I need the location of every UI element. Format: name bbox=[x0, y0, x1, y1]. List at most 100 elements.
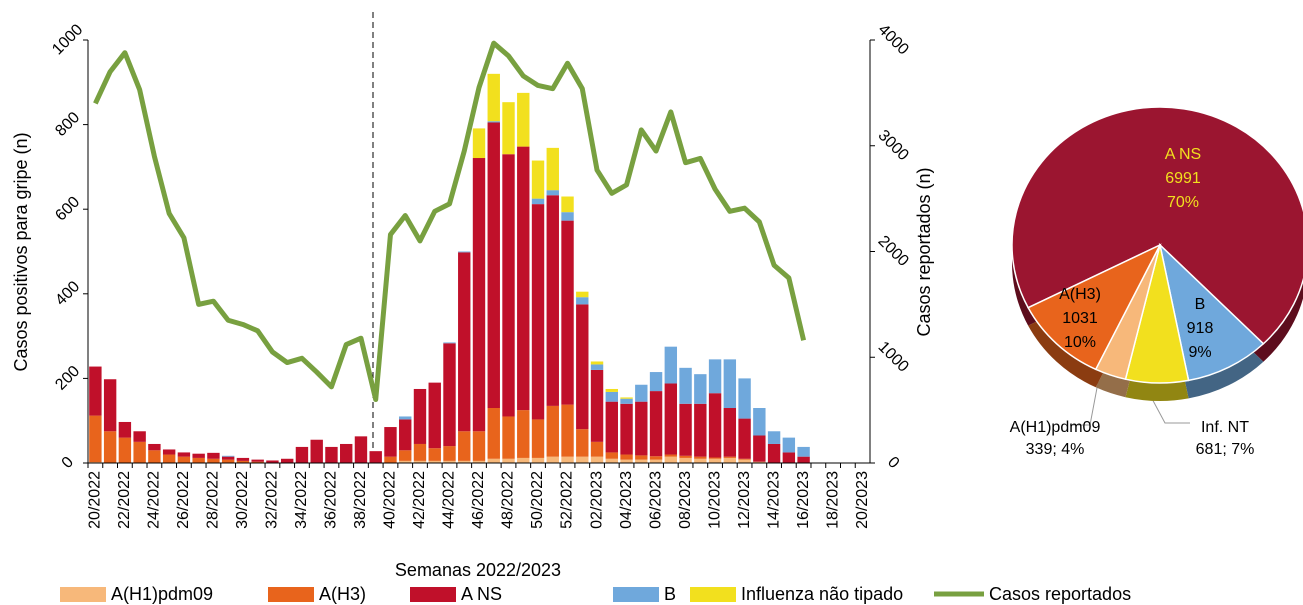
bar-segment bbox=[723, 456, 737, 458]
bar-segment bbox=[531, 419, 545, 458]
pie-label: Inf. NT bbox=[1201, 419, 1249, 436]
bar-segment bbox=[162, 454, 176, 463]
y2-tick-label: 3000 bbox=[875, 127, 912, 164]
bar-segment bbox=[708, 393, 722, 458]
bar-segment bbox=[399, 450, 412, 461]
x-tick-label: 18/2023 bbox=[824, 471, 841, 529]
bar-segment bbox=[384, 456, 397, 463]
bar-segment bbox=[576, 304, 589, 430]
bar-segment bbox=[620, 459, 633, 463]
bar-segment bbox=[280, 458, 294, 463]
bar-segment bbox=[310, 439, 323, 463]
legend-swatch bbox=[410, 587, 456, 602]
bar-segment bbox=[531, 198, 545, 205]
bar-segment bbox=[487, 458, 500, 463]
x-axis-title: Semanas 2022/2023 bbox=[395, 560, 561, 580]
bar-segment bbox=[399, 419, 412, 451]
bar-segment bbox=[782, 437, 796, 453]
x-tick-label: 16/2023 bbox=[795, 471, 812, 529]
pie-value-label: 681; 7% bbox=[1196, 441, 1255, 458]
bar-segment bbox=[605, 458, 618, 463]
x-tick-label: 12/2023 bbox=[736, 471, 753, 529]
bar-segment bbox=[236, 457, 250, 461]
bar-segment bbox=[635, 384, 648, 402]
bar-segment bbox=[561, 212, 574, 221]
bar-segment bbox=[148, 443, 161, 451]
x-tick-label: 52/2022 bbox=[559, 471, 576, 529]
bar-segment bbox=[413, 388, 427, 444]
pie-value-label: 1031 bbox=[1062, 310, 1098, 327]
bar-segment bbox=[502, 154, 515, 417]
bar-segment bbox=[590, 369, 604, 442]
x-tick-label: 10/2023 bbox=[706, 471, 723, 529]
bar-segment bbox=[458, 252, 471, 432]
bar-segment bbox=[546, 456, 559, 463]
bar-segment bbox=[649, 459, 663, 463]
bar-segment bbox=[413, 460, 427, 463]
legend-swatch bbox=[60, 587, 106, 602]
bar-segment bbox=[89, 415, 102, 463]
pie-value-label: 6991 bbox=[1165, 170, 1201, 187]
bar-segment bbox=[753, 461, 766, 463]
bar-segment bbox=[103, 379, 117, 432]
bar-segment bbox=[472, 158, 486, 432]
bar-segment bbox=[694, 374, 707, 404]
bar-segment bbox=[221, 456, 235, 460]
legend-label: Influenza não tipado bbox=[741, 584, 903, 604]
bar-segment bbox=[295, 446, 309, 463]
bar-segment bbox=[635, 455, 648, 460]
x-tick-label: 32/2022 bbox=[264, 471, 281, 529]
bar-segment bbox=[103, 431, 117, 463]
pie-slice bbox=[1027, 243, 1162, 371]
bar-segment bbox=[753, 408, 766, 436]
pie-label: A(H1)pdm09 bbox=[1010, 419, 1101, 436]
bar-segment bbox=[443, 342, 456, 344]
x-tick-label: 04/2023 bbox=[618, 471, 635, 529]
bar-segment bbox=[561, 196, 574, 213]
bar-segment bbox=[767, 443, 781, 463]
x-tick-label: 20/2022 bbox=[87, 471, 104, 529]
bar-segment bbox=[458, 251, 471, 253]
bar-segment bbox=[635, 459, 648, 463]
bar-segment bbox=[221, 455, 235, 457]
line-series bbox=[93, 40, 807, 403]
pie-label: A NS bbox=[1165, 146, 1201, 163]
bar-segment bbox=[472, 128, 486, 159]
legend-swatch bbox=[613, 587, 659, 602]
bar-segment bbox=[590, 441, 604, 457]
bar-segment bbox=[251, 461, 264, 463]
y2-axis-title: Casos reportados (n) bbox=[914, 167, 934, 336]
x-tick-label: 08/2023 bbox=[677, 471, 694, 529]
bar-segment bbox=[133, 441, 146, 463]
bar-segment bbox=[118, 437, 132, 463]
bar-segment bbox=[561, 404, 574, 457]
bar-segment bbox=[428, 460, 441, 463]
bar-segment bbox=[369, 451, 382, 463]
bar-segment bbox=[590, 456, 604, 463]
x-tick-label: 38/2022 bbox=[352, 471, 369, 529]
x-tick-label: 30/2022 bbox=[234, 471, 251, 529]
bar-segment bbox=[664, 456, 678, 463]
x-tick-label: 34/2022 bbox=[293, 471, 310, 529]
y-tick-label: 200 bbox=[52, 363, 83, 394]
pie-slice bbox=[1011, 106, 1303, 345]
bar-segment bbox=[399, 416, 412, 420]
bar-segment bbox=[546, 147, 559, 191]
bar-segment bbox=[207, 452, 220, 459]
bar-segment bbox=[133, 431, 146, 442]
bar-segment bbox=[89, 366, 102, 416]
x-tick-label: 14/2023 bbox=[765, 471, 782, 529]
bar-segment bbox=[723, 359, 737, 409]
x-tick-label: 20/2023 bbox=[854, 471, 871, 529]
pie-label: A(H3) bbox=[1059, 286, 1101, 303]
bar-segment bbox=[679, 403, 692, 456]
bar-segment bbox=[502, 102, 515, 155]
y2-tick-label: 0 bbox=[884, 454, 902, 472]
bar-segment bbox=[620, 454, 633, 460]
bar-segment bbox=[782, 452, 796, 463]
bar-segment bbox=[531, 457, 545, 463]
bar-segment bbox=[708, 457, 722, 459]
legend-label: A NS bbox=[461, 584, 502, 604]
x-tick-label: 50/2022 bbox=[529, 471, 546, 529]
